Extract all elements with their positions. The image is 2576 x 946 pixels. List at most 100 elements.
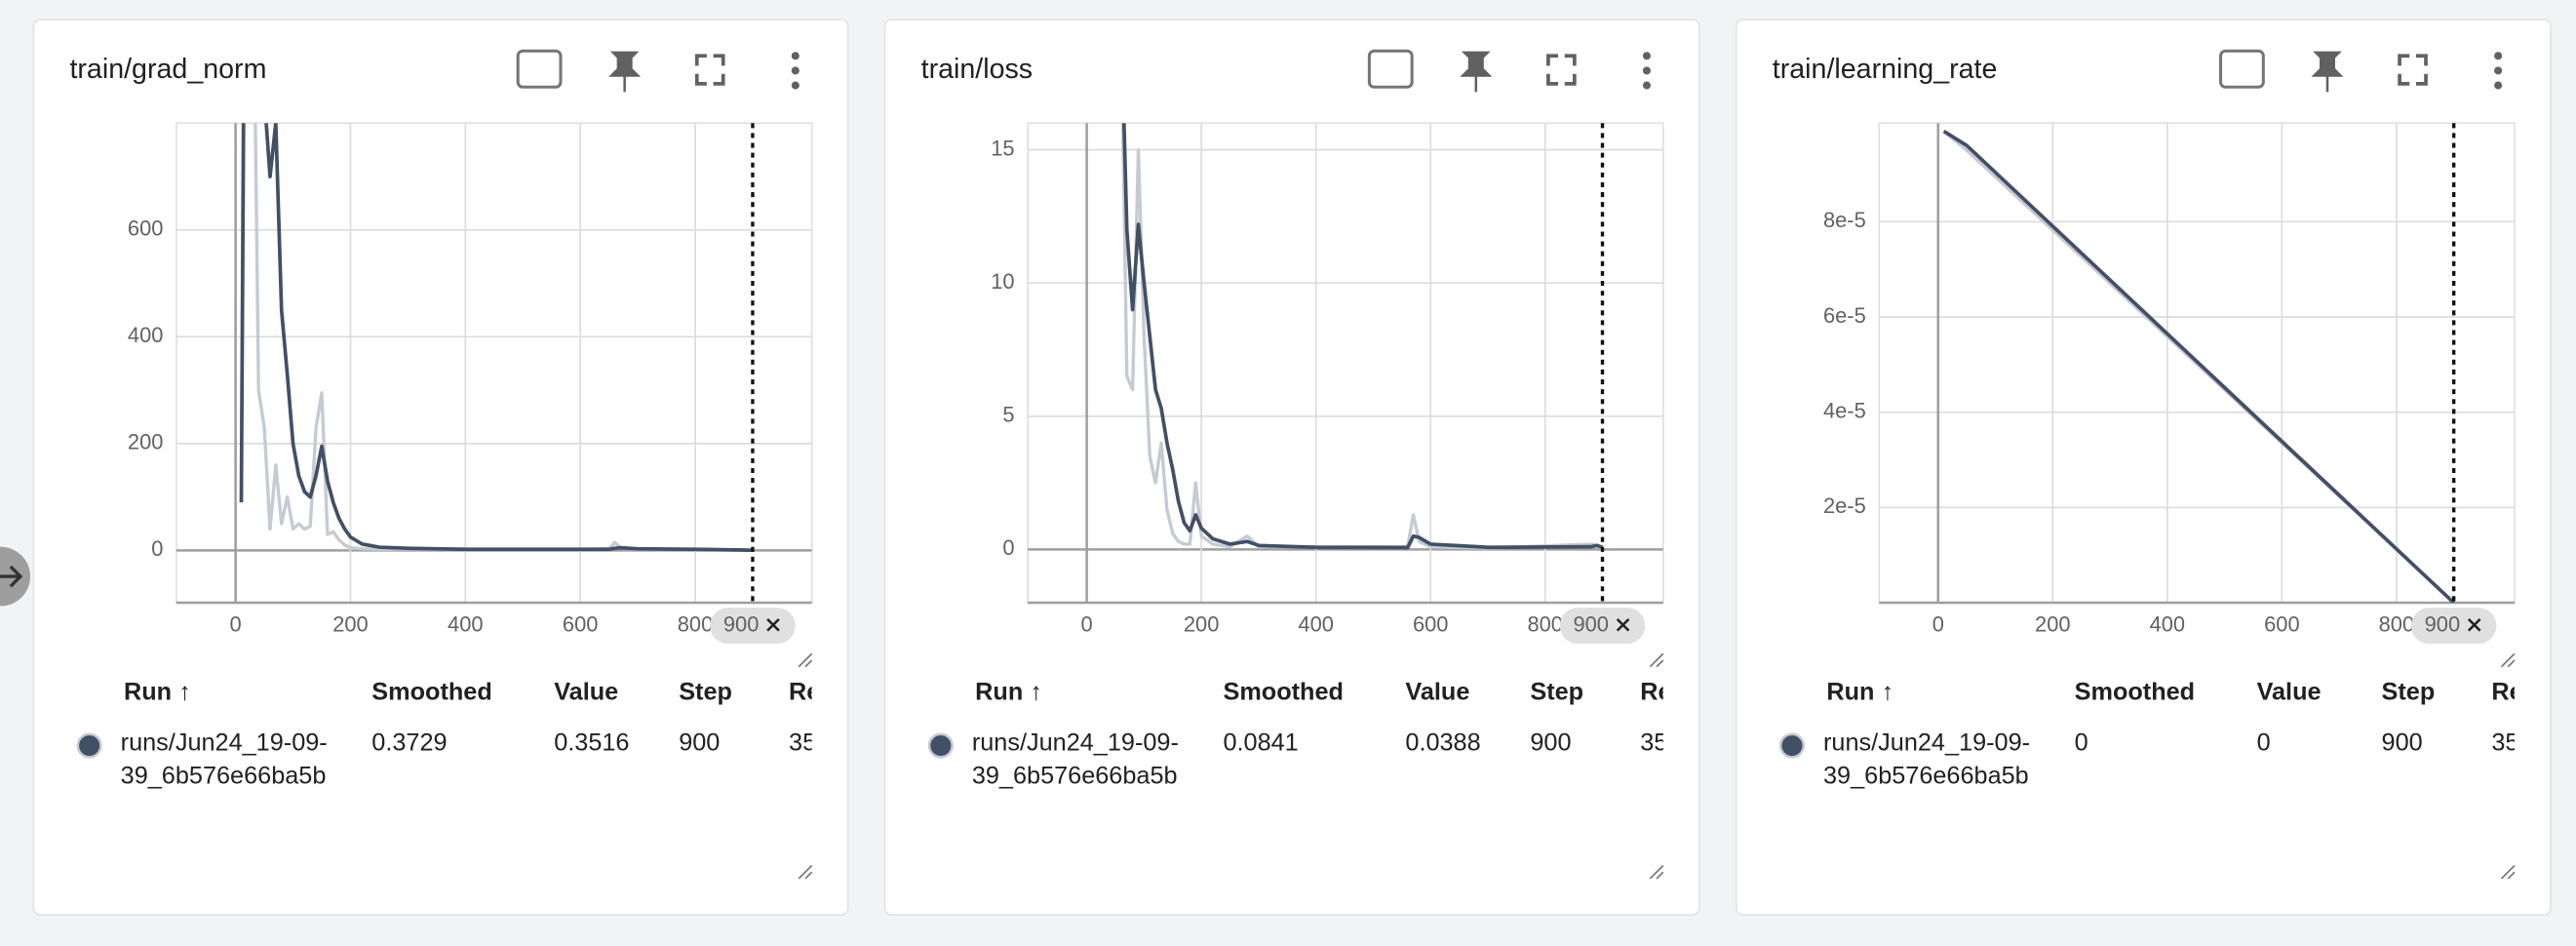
x-tick-label: 0: [1932, 611, 1944, 636]
table-cell: 0.3516: [554, 729, 629, 757]
table-cell: 0.3729: [371, 729, 447, 757]
menu-button[interactable]: [2494, 81, 2503, 90]
fullscreen-button[interactable]: [2398, 54, 2428, 86]
x-tick-label: 200: [1184, 611, 1220, 636]
table-header: Step: [2382, 678, 2436, 705]
step-chip-label: 900: [1573, 611, 1609, 636]
card-bg: [32, 19, 849, 916]
step-chip-label: 900: [2425, 611, 2460, 636]
pin-button[interactable]: [1460, 51, 1493, 93]
y-tick-label: 5: [1002, 403, 1014, 427]
table-header: Value: [1405, 678, 1469, 705]
x-tick-label: 800: [2379, 611, 2414, 636]
resize-handle: [1649, 864, 1664, 880]
series-line: [1120, 123, 1604, 550]
card-bg: [1735, 19, 2552, 916]
fullscreen-button[interactable]: [694, 54, 725, 86]
table-header: Re: [2491, 678, 2522, 705]
table-cell: 0.0388: [1405, 729, 1480, 757]
data-table: Run ↑ Smoothed Value Step Re runs/Jun24_19-09…: [76, 678, 820, 791]
series-line: [1121, 123, 1604, 550]
table-header[interactable]: Run ↑: [1826, 678, 1893, 705]
run-name: runs/Jun24_19-09-39_6b576e66ba5b: [1822, 729, 2031, 791]
menu-button[interactable]: [1642, 81, 1652, 90]
table-header[interactable]: Run ↑: [124, 678, 191, 705]
y-tick-label: 15: [991, 136, 1014, 160]
table-cell: 35: [789, 729, 816, 757]
table-cell: 0.0841: [1223, 729, 1298, 757]
series-line: [1942, 129, 2455, 604]
x-tick-label: 600: [2264, 611, 2300, 636]
menu-button[interactable]: [2494, 52, 2503, 60]
table-cell: 900: [1530, 729, 1571, 757]
menu-button[interactable]: [791, 52, 800, 60]
chip-close[interactable]: [766, 617, 780, 632]
x-tick-label: 200: [2035, 611, 2071, 636]
x-tick-label: 400: [1298, 611, 1334, 636]
table-cell: 0: [2257, 729, 2271, 757]
fit-domain-button[interactable]: [1367, 49, 1414, 89]
card-title: train/learning_rate: [1773, 54, 1998, 85]
menu-button[interactable]: [791, 81, 800, 90]
table-cell: 35: [1640, 729, 1667, 757]
run-name: runs/Jun24_19-09-39_6b576e66ba5b: [971, 729, 1179, 791]
chip-close[interactable]: [1616, 617, 1630, 632]
y-tick-label: 4e-5: [1823, 398, 1866, 422]
step-chip[interactable]: [2410, 608, 2497, 645]
menu-button[interactable]: [1642, 52, 1652, 60]
step-chip[interactable]: [1559, 608, 1646, 645]
card: train/learning_rate 2e-5 4e-5 6e-5 8e-5 0 200 4…: [1735, 19, 2552, 916]
menu-button[interactable]: [1642, 66, 1652, 75]
step-chip-label: 900: [723, 611, 760, 636]
fit-domain-button[interactable]: [516, 49, 563, 89]
chip-close[interactable]: [2467, 617, 2481, 632]
resize-handle: [798, 864, 813, 880]
x-tick-label: 600: [1413, 611, 1448, 636]
run-color[interactable]: [927, 732, 954, 759]
x-tick-label: 600: [563, 611, 599, 636]
run-color[interactable]: [1778, 732, 1806, 759]
pin-button[interactable]: [608, 51, 642, 93]
fullscreen-button[interactable]: [1546, 54, 1577, 86]
table-header: Step: [1530, 678, 1583, 705]
run-color[interactable]: [76, 732, 102, 759]
table-header: Smoothed: [1223, 678, 1343, 705]
run-name-box: runs/Jun24_19-09-39_6b576e66ba5b: [120, 729, 328, 791]
y-tick-label: 600: [128, 217, 164, 241]
table-cell: 0: [2075, 729, 2088, 757]
data-table: Run ↑ Smoothed Value Step Re runs/Jun24_19-09…: [1778, 678, 2522, 791]
arrow-icon: [0, 565, 23, 588]
fit-domain-button[interactable]: [2219, 49, 2265, 89]
x-tick-label: 400: [448, 611, 484, 636]
menu-button[interactable]: [2494, 66, 2503, 75]
resize-handle: [798, 652, 813, 668]
table-header: Smoothed: [2075, 678, 2195, 705]
table-header: Step: [679, 678, 732, 705]
menu-button[interactable]: [791, 66, 800, 75]
y-tick-label: 2e-5: [1823, 493, 1866, 518]
series-line: [239, 123, 753, 553]
table-header[interactable]: Run ↑: [975, 678, 1042, 705]
table-header: Re: [789, 678, 820, 705]
table-header: Smoothed: [371, 678, 491, 705]
y-tick-label: 200: [128, 430, 164, 454]
y-tick-label: 400: [128, 323, 164, 347]
table-cell: 35: [2491, 729, 2518, 757]
resize-handle: [2500, 652, 2516, 668]
step-chip[interactable]: [710, 608, 796, 645]
x-tick-label: 800: [1527, 611, 1563, 636]
run-name: runs/Jun24_19-09-39_6b576e66ba5b: [120, 729, 328, 791]
table-header: Re: [1640, 678, 1671, 705]
y-tick-label: 6e-5: [1823, 303, 1866, 328]
run-name-box: runs/Jun24_19-09-39_6b576e66ba5b: [1822, 729, 2031, 791]
y-tick-label: 0: [1002, 535, 1014, 560]
table-cell: 900: [2382, 729, 2423, 757]
x-tick-label: 0: [230, 611, 242, 636]
card-title: train/loss: [921, 54, 1033, 85]
card: train/grad_norm 0 200 400 600 0 200 400 600 800 90…: [32, 19, 849, 916]
table-header: Value: [2257, 678, 2322, 705]
x-tick-label: 400: [2150, 611, 2186, 636]
pin-button[interactable]: [2311, 51, 2344, 93]
